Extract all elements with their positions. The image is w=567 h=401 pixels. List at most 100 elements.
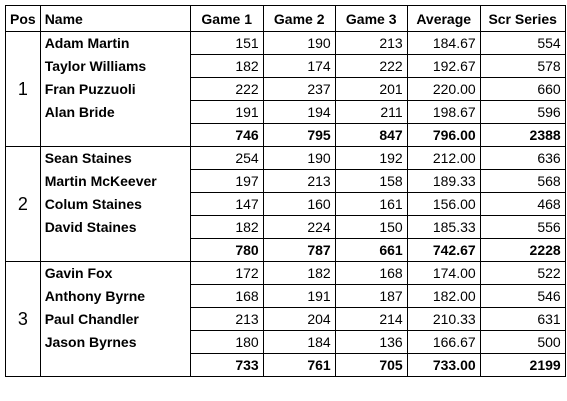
game1-cell: 182 — [189, 215, 264, 239]
team-position: 1 — [5, 31, 41, 147]
game2-cell: 191 — [262, 284, 336, 308]
player-name: Paul Chandler — [39, 307, 191, 331]
game2-cell: 190 — [262, 31, 336, 55]
total-game3-cell: 847 — [334, 123, 408, 147]
scr-series-cell: 660 — [479, 77, 566, 101]
game1-cell: 168 — [189, 284, 264, 308]
average-cell: 156.00 — [406, 192, 481, 216]
player-name: Alan Bride — [39, 100, 191, 124]
game1-cell: 222 — [189, 77, 264, 101]
player-row: 3 Gavin Fox 172 182 168 174.00 522 — [5, 261, 566, 377]
game2-cell: 174 — [262, 54, 336, 78]
scr-series-cell: 468 — [479, 192, 566, 216]
game2-cell: 190 — [262, 146, 336, 170]
scr-series-cell: 596 — [479, 100, 566, 124]
scr-series-cell: 556 — [479, 215, 566, 239]
scr-series-cell: 522 — [479, 261, 566, 285]
team-position: 3 — [5, 261, 41, 377]
game2-cell: 237 — [262, 77, 336, 101]
total-name-blank — [39, 353, 191, 377]
header-name: Name — [39, 5, 191, 32]
player-row: Anthony Byrne 168 191 187 182.00 546 — [6, 284, 566, 308]
team-total-row: 780 787 661 742.67 2228 — [6, 238, 566, 262]
average-cell: 192.67 — [406, 54, 481, 78]
average-cell: 174.00 — [406, 261, 481, 285]
player-row: David Staines 182 224 150 185.33 556 — [6, 215, 566, 239]
average-cell: 185.33 — [406, 215, 481, 239]
player-row: Colum Staines 147 160 161 156.00 468 — [6, 192, 566, 216]
game1-cell: 147 — [189, 192, 264, 216]
scr-series-cell: 546 — [479, 284, 566, 308]
total-scr-series-cell: 2388 — [479, 123, 566, 147]
total-game3-cell: 661 — [334, 238, 408, 262]
total-game3-cell: 705 — [334, 353, 408, 377]
scr-series-cell: 554 — [479, 31, 566, 55]
game1-cell: 197 — [189, 169, 264, 193]
total-game1-cell: 733 — [189, 353, 264, 377]
game3-cell: 213 — [334, 31, 408, 55]
average-cell: 182.00 — [406, 284, 481, 308]
game3-cell: 187 — [334, 284, 408, 308]
player-row: 2 Sean Staines 254 190 192 212.00 636 — [5, 146, 566, 262]
game3-cell: 161 — [334, 192, 408, 216]
game1-cell: 172 — [189, 261, 264, 285]
game1-cell: 182 — [189, 54, 264, 78]
team-total-row: 746 795 847 796.00 2388 — [6, 123, 566, 147]
player-name: Adam Martin — [39, 31, 191, 55]
player-row: Alan Bride 191 194 211 198.67 596 — [6, 100, 566, 124]
total-average-cell: 733.00 — [406, 353, 481, 377]
total-game2-cell: 787 — [262, 238, 336, 262]
average-cell: 184.67 — [406, 31, 481, 55]
scores-table: Pos Name Game 1 Game 2 Game 3 Average Sc… — [5, 5, 566, 377]
game1-cell: 151 — [189, 31, 264, 55]
game2-cell: 182 — [262, 261, 336, 285]
team-position: 2 — [5, 146, 41, 262]
header-game2: Game 2 — [262, 5, 336, 32]
total-scr-series-cell: 2228 — [479, 238, 566, 262]
total-game2-cell: 761 — [262, 353, 336, 377]
total-scr-series-cell: 2199 — [479, 353, 566, 377]
player-name: Jason Byrnes — [39, 330, 191, 354]
total-game1-cell: 746 — [189, 123, 264, 147]
game2-cell: 224 — [262, 215, 336, 239]
game1-cell: 191 — [189, 100, 264, 124]
player-name: Anthony Byrne — [39, 284, 191, 308]
header-game3: Game 3 — [334, 5, 408, 32]
header-game1: Game 1 — [189, 5, 264, 32]
game3-cell: 214 — [334, 307, 408, 331]
game3-cell: 158 — [334, 169, 408, 193]
total-name-blank — [39, 238, 191, 262]
average-cell: 166.67 — [406, 330, 481, 354]
scr-series-cell: 578 — [479, 54, 566, 78]
game2-cell: 213 — [262, 169, 336, 193]
average-cell: 189.33 — [406, 169, 481, 193]
total-average-cell: 742.67 — [406, 238, 481, 262]
game1-cell: 213 — [189, 307, 264, 331]
player-row: Fran Puzzuoli 222 237 201 220.00 660 — [6, 77, 566, 101]
game2-cell: 160 — [262, 192, 336, 216]
total-name-blank — [39, 123, 191, 147]
game3-cell: 192 — [334, 146, 408, 170]
player-name: Taylor Williams — [39, 54, 191, 78]
player-row: Jason Byrnes 180 184 136 166.67 500 — [6, 330, 566, 354]
game3-cell: 136 — [334, 330, 408, 354]
game1-cell: 180 — [189, 330, 264, 354]
header-scr-series: Scr Series — [479, 5, 566, 32]
player-row: Paul Chandler 213 204 214 210.33 631 — [6, 307, 566, 331]
total-average-cell: 796.00 — [406, 123, 481, 147]
table-body: 1 Adam Martin 151 190 213 184.67 554 Taylor Wil… — [5, 31, 566, 377]
game3-cell: 168 — [334, 261, 408, 285]
player-name: Colum Staines — [39, 192, 191, 216]
game3-cell: 150 — [334, 215, 408, 239]
scr-series-cell: 631 — [479, 307, 566, 331]
game3-cell: 201 — [334, 77, 408, 101]
player-name: Gavin Fox — [39, 261, 191, 285]
header-average: Average — [406, 5, 481, 32]
player-name: David Staines — [39, 215, 191, 239]
scr-series-cell: 568 — [479, 169, 566, 193]
total-game1-cell: 780 — [189, 238, 264, 262]
average-cell: 212.00 — [406, 146, 481, 170]
game1-cell: 254 — [189, 146, 264, 170]
game2-cell: 184 — [262, 330, 336, 354]
player-name: Martin McKeever — [39, 169, 191, 193]
